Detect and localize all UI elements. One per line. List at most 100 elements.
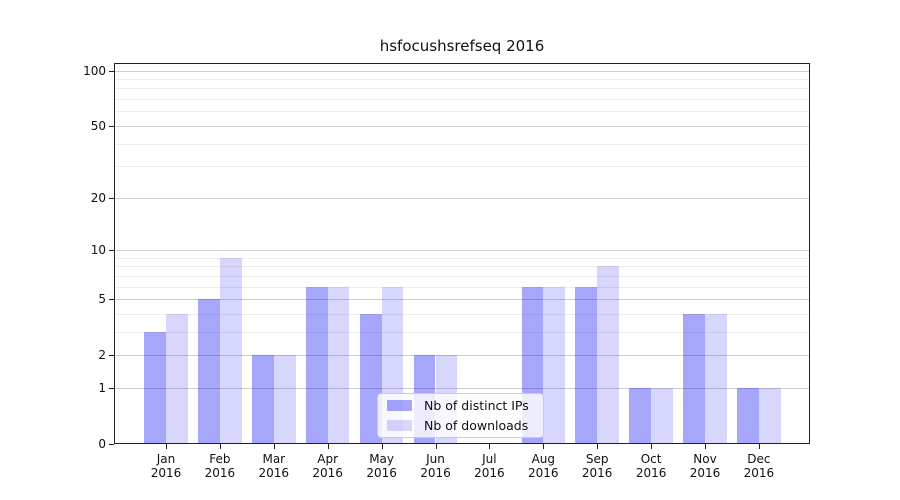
x-axis-tick-label: Apr 2016 <box>300 452 356 480</box>
major-gridline <box>115 250 809 251</box>
minor-gridline <box>115 79 809 81</box>
minor-gridline <box>115 143 809 145</box>
x-axis-tick-label: Feb 2016 <box>192 452 248 480</box>
x-label-year: 2016 <box>366 466 397 480</box>
minor-gridline <box>115 111 809 113</box>
x-axis-tick-label: Mar 2016 <box>246 452 302 480</box>
y-axis-tick-label: 50 <box>90 118 106 133</box>
x-axis-tick-label: Aug 2016 <box>515 452 571 480</box>
legend-label-distinct-ips: Nb of distinct IPs <box>424 398 529 414</box>
x-label-year: 2016 <box>635 466 667 480</box>
bar-distinct-ips-may <box>359 313 382 443</box>
x-axis-tick-label: Nov 2016 <box>677 452 733 480</box>
bar-downloads-aug <box>543 286 566 443</box>
bar-downloads-dec <box>758 387 781 443</box>
legend: Nb of distinct IPs Nb of downloads <box>377 393 544 438</box>
y-axis-tick-label: 1 <box>98 380 106 395</box>
bar-distinct-ips-nov <box>683 313 705 443</box>
x-axis-tick <box>219 444 221 449</box>
y-axis-tick-label: 100 <box>83 63 106 78</box>
x-label-month: Feb <box>209 452 231 466</box>
y-axis-tick <box>109 250 114 251</box>
x-label-year: 2016 <box>204 466 236 480</box>
major-gridline <box>115 197 809 199</box>
x-label-month: Jan <box>156 452 176 466</box>
bar-downloads-oct <box>651 387 673 443</box>
minor-gridline <box>115 275 809 277</box>
major-gridline <box>115 70 809 72</box>
minor-gridline <box>115 88 809 90</box>
bar-distinct-ips-mar <box>252 355 274 443</box>
x-axis-tick-label: Sep 2016 <box>569 452 625 480</box>
major-gridline <box>115 125 809 127</box>
minor-gridline <box>115 331 809 333</box>
x-axis-tick-label: Jul 2016 <box>461 452 517 480</box>
x-axis-tick <box>273 444 275 449</box>
chart-title: hsfocushsrefseq 2016 <box>379 37 545 55</box>
x-label-month: May <box>369 452 394 466</box>
x-axis-tick <box>435 444 437 449</box>
bar-downloads-sep <box>597 266 619 443</box>
y-axis-tick-label: 10 <box>90 243 106 257</box>
legend-entry-downloads: Nb of downloads <box>387 418 543 433</box>
minor-gridline <box>115 313 809 315</box>
major-gridline <box>115 355 809 357</box>
y-axis-tick <box>109 70 114 72</box>
legend-entry-distinct-ips: Nb of distinct IPs <box>387 398 543 413</box>
x-axis-tick <box>166 444 167 449</box>
x-axis-tick-label: Jun 2016 <box>408 452 464 480</box>
y-axis-tick <box>109 387 114 389</box>
x-axis-tick-label: Dec 2016 <box>731 452 787 480</box>
bar-distinct-ips-oct <box>629 387 652 443</box>
x-label-month: Aug <box>531 452 556 466</box>
x-label-year: 2016 <box>258 466 290 480</box>
x-axis-tick-label: Oct 2016 <box>623 452 679 480</box>
legend-swatch-distinct-ips <box>387 400 412 412</box>
x-axis-tick-label: Jan 2016 <box>138 452 194 480</box>
x-axis-tick <box>597 444 599 449</box>
major-gridline <box>115 387 809 389</box>
bar-distinct-ips-jan <box>144 331 166 443</box>
legend-swatch-downloads <box>387 419 412 431</box>
x-label-month: Jun <box>426 452 445 466</box>
x-label-month: Jul <box>482 452 497 466</box>
x-axis-tick <box>651 444 653 449</box>
y-axis-tick-label: 20 <box>90 190 106 205</box>
minor-gridline <box>115 166 809 168</box>
bar-downloads-jan <box>166 313 188 443</box>
y-axis-tick-label: 2 <box>98 348 106 363</box>
minor-gridline <box>115 257 809 259</box>
x-axis-tick <box>327 444 329 449</box>
x-axis-tick-label: May 2016 <box>354 452 410 480</box>
x-axis-tick <box>381 444 383 449</box>
x-label-year: 2016 <box>743 466 775 480</box>
x-label-month: Apr <box>317 452 339 466</box>
bar-downloads-nov <box>705 313 727 443</box>
x-axis-tick <box>489 444 491 449</box>
x-axis-tick <box>705 444 706 449</box>
major-gridline <box>115 299 809 301</box>
x-label-month: Nov <box>693 452 717 466</box>
x-label-year: 2016 <box>528 466 559 480</box>
x-label-month: Sep <box>585 452 609 466</box>
x-label-year: 2016 <box>150 466 182 480</box>
bar-distinct-ips-feb <box>198 299 220 443</box>
x-label-year: 2016 <box>581 466 613 480</box>
x-label-year: 2016 <box>312 466 343 480</box>
x-axis-tick <box>758 444 760 449</box>
x-label-month: Mar <box>262 452 286 466</box>
minor-gridline <box>115 99 809 101</box>
minor-gridline <box>115 266 809 268</box>
y-axis-tick-label: 5 <box>98 292 106 307</box>
y-axis-tick <box>109 197 114 199</box>
x-label-month: Oct <box>640 452 662 466</box>
minor-gridline <box>115 286 809 288</box>
y-axis-tick <box>109 299 114 301</box>
bar-downloads-feb <box>219 257 242 443</box>
x-label-month: Dec <box>747 452 771 466</box>
y-axis-tick-label: 0 <box>98 437 106 451</box>
legend-label-downloads: Nb of downloads <box>424 417 529 433</box>
x-label-year: 2016 <box>420 466 451 480</box>
x-label-year: 2016 <box>474 466 505 480</box>
